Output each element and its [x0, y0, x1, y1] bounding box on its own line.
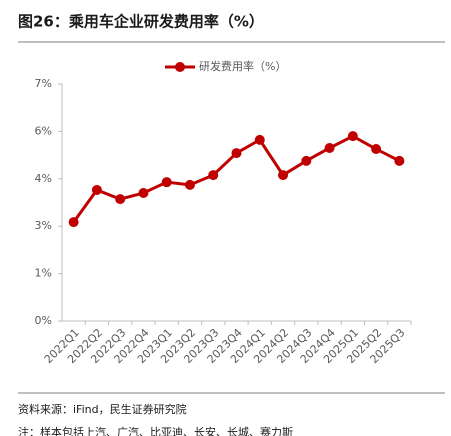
y-tick-label: 1% — [35, 267, 52, 280]
point — [254, 134, 265, 145]
point — [278, 170, 289, 181]
point — [138, 188, 149, 199]
point — [371, 144, 382, 155]
legend-marker — [175, 62, 185, 72]
legend-label: 研发费用率（%） — [199, 59, 286, 73]
point — [184, 179, 195, 190]
point — [68, 217, 79, 228]
point — [394, 155, 405, 166]
chart-title: 图26：乘用车企业研发费用率（%） — [18, 13, 264, 31]
point — [161, 177, 172, 188]
y-tick-label: 7% — [35, 77, 52, 90]
point — [231, 148, 242, 159]
y-tick-label: 3% — [35, 219, 52, 232]
point — [91, 184, 102, 195]
point — [115, 194, 126, 205]
point — [208, 170, 219, 181]
y-tick-label: 6% — [35, 124, 52, 137]
source: 资料来源：iFind，民生证券研究院 — [18, 402, 187, 416]
y-tick-label: 4% — [35, 172, 52, 185]
point — [324, 142, 335, 153]
note: 注：样本包括上汽、广汽、比亚迪、长安、长城、赛力斯 — [18, 425, 293, 436]
point — [347, 131, 358, 142]
point — [301, 155, 312, 166]
y-tick-label: 0% — [35, 314, 52, 327]
